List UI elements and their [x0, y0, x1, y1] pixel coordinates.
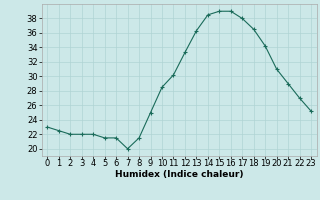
X-axis label: Humidex (Indice chaleur): Humidex (Indice chaleur) — [115, 170, 244, 179]
